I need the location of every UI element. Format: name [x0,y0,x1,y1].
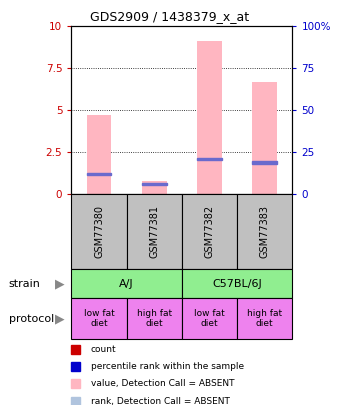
Bar [182,194,237,269]
Text: GDS2909 / 1438379_x_at: GDS2909 / 1438379_x_at [90,10,250,23]
Bar [197,41,222,194]
Text: ▶: ▶ [55,277,64,290]
Text: low fat
diet: low fat diet [84,309,114,328]
Bar [142,181,167,194]
Text: GSM77381: GSM77381 [149,205,159,258]
Text: value, Detection Call = ABSENT: value, Detection Call = ABSENT [90,379,234,388]
Text: count: count [90,345,116,354]
Text: strain: strain [8,279,40,289]
Text: rank, Detection Call = ABSENT: rank, Detection Call = ABSENT [90,397,230,405]
Text: low fat
diet: low fat diet [194,309,225,328]
Text: GSM77380: GSM77380 [94,205,104,258]
Bar [142,183,167,185]
Bar [182,298,237,339]
Text: high fat
diet: high fat diet [247,309,282,328]
Bar [252,161,277,164]
Text: GSM77382: GSM77382 [205,205,215,258]
Bar [252,82,277,194]
Text: percentile rank within the sample: percentile rank within the sample [90,362,244,371]
Bar [87,115,112,194]
Bar [71,194,126,269]
Text: protocol: protocol [8,314,54,324]
Bar [237,194,292,269]
Text: C57BL/6J: C57BL/6J [212,279,262,289]
Text: ▶: ▶ [55,312,64,325]
Text: GSM77383: GSM77383 [260,205,270,258]
Bar [71,269,182,298]
Bar [237,298,292,339]
Bar [87,173,112,175]
Bar [126,194,182,269]
Text: A/J: A/J [119,279,134,289]
Bar [71,298,126,339]
Bar [197,158,222,160]
Text: high fat
diet: high fat diet [137,309,172,328]
Bar [126,298,182,339]
Bar [182,269,292,298]
